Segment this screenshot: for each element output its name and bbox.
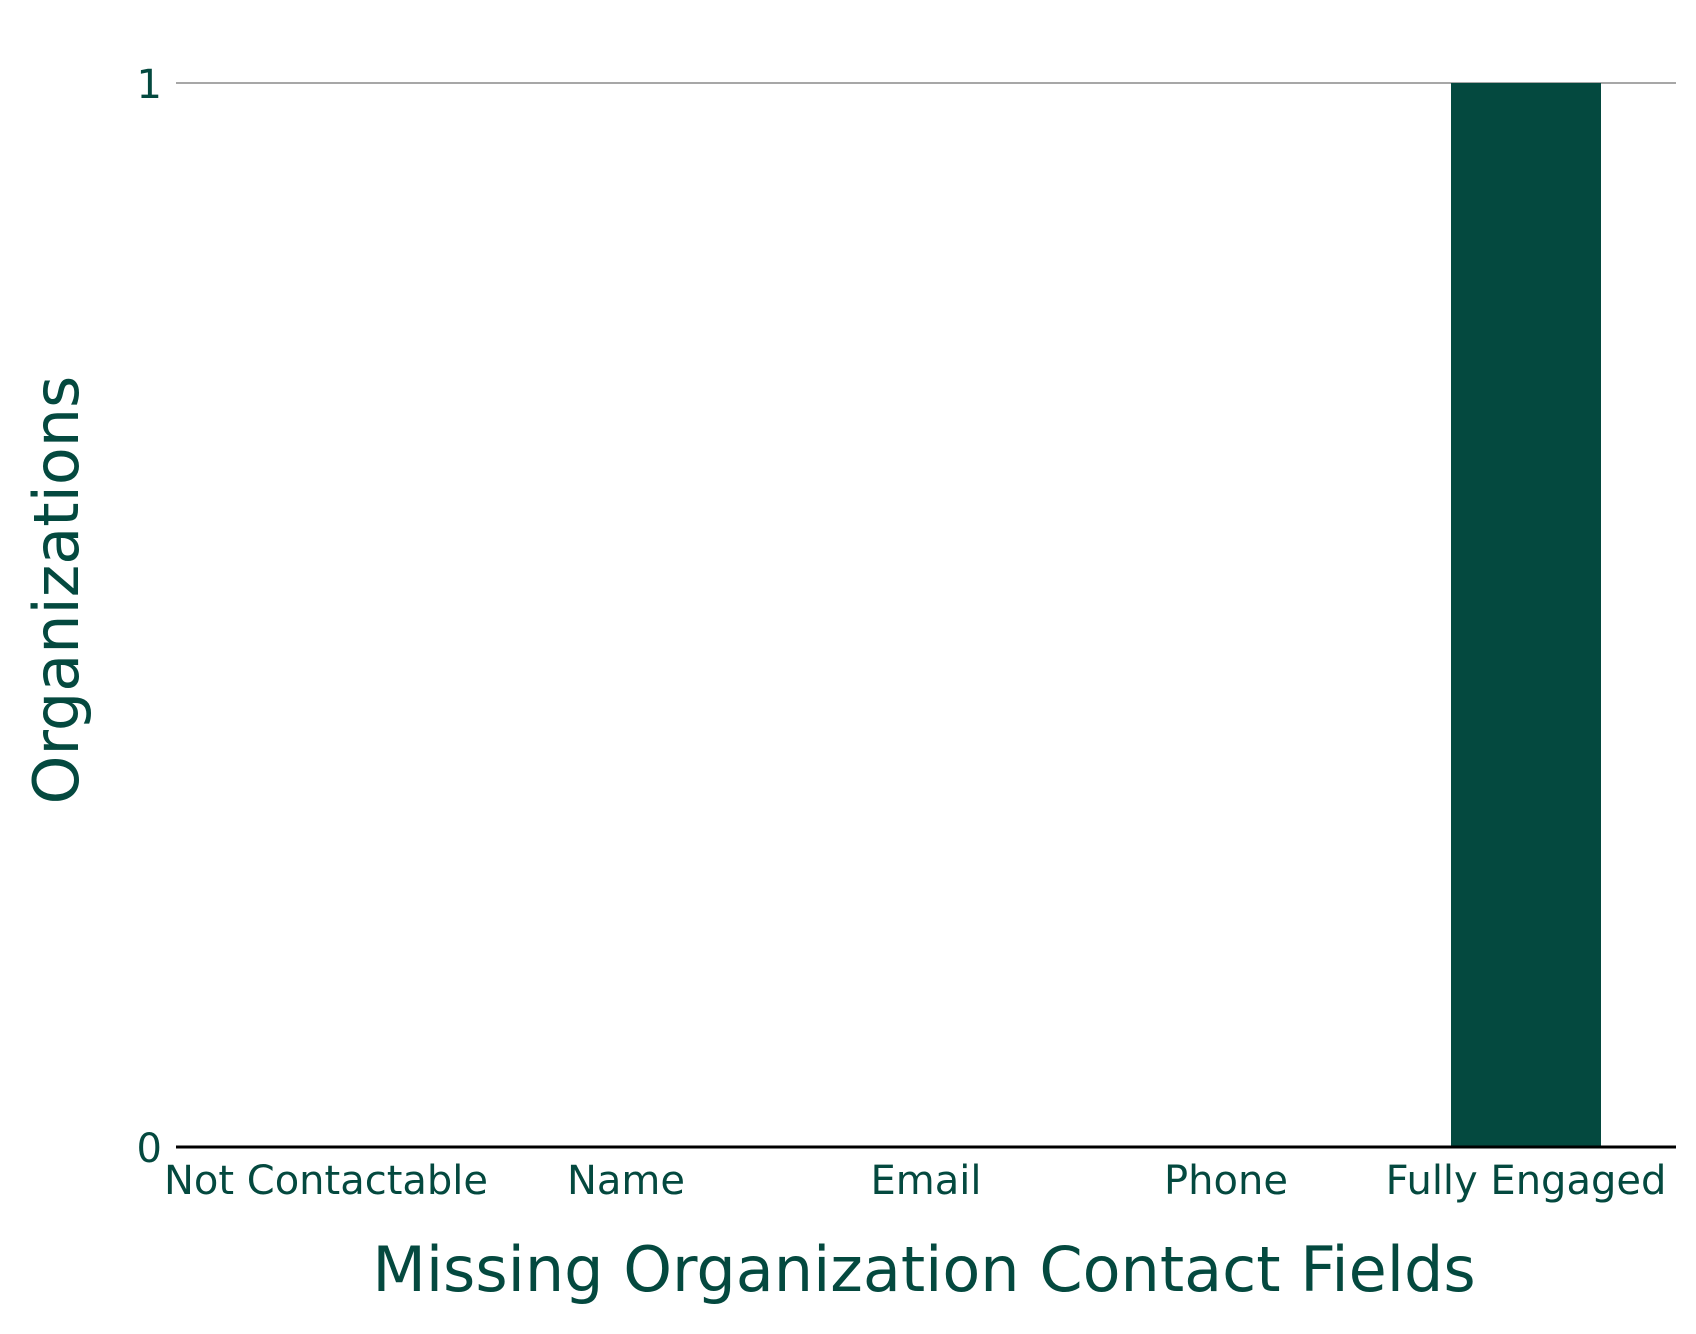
y-tick-label: 1: [137, 62, 162, 108]
bars: [1451, 83, 1601, 1147]
y-axis-title: Organizations: [20, 376, 93, 805]
bar-fully-engaged: [1451, 83, 1601, 1147]
y-tick-labels: 01: [137, 62, 162, 1172]
x-tick-label: Email: [871, 1158, 982, 1204]
y-tick-label: 0: [137, 1126, 162, 1172]
x-tick-label: Fully Engaged: [1386, 1158, 1667, 1204]
x-tick-labels: Not Contactable Name Email Phone Fully Engag…: [164, 1158, 1666, 1204]
x-tick-label: Phone: [1164, 1158, 1288, 1204]
x-tick-label: Name: [567, 1158, 685, 1204]
x-axis-title: Missing Organization Contact Fields: [372, 1233, 1475, 1306]
x-tick-label: Not Contactable: [164, 1158, 488, 1204]
